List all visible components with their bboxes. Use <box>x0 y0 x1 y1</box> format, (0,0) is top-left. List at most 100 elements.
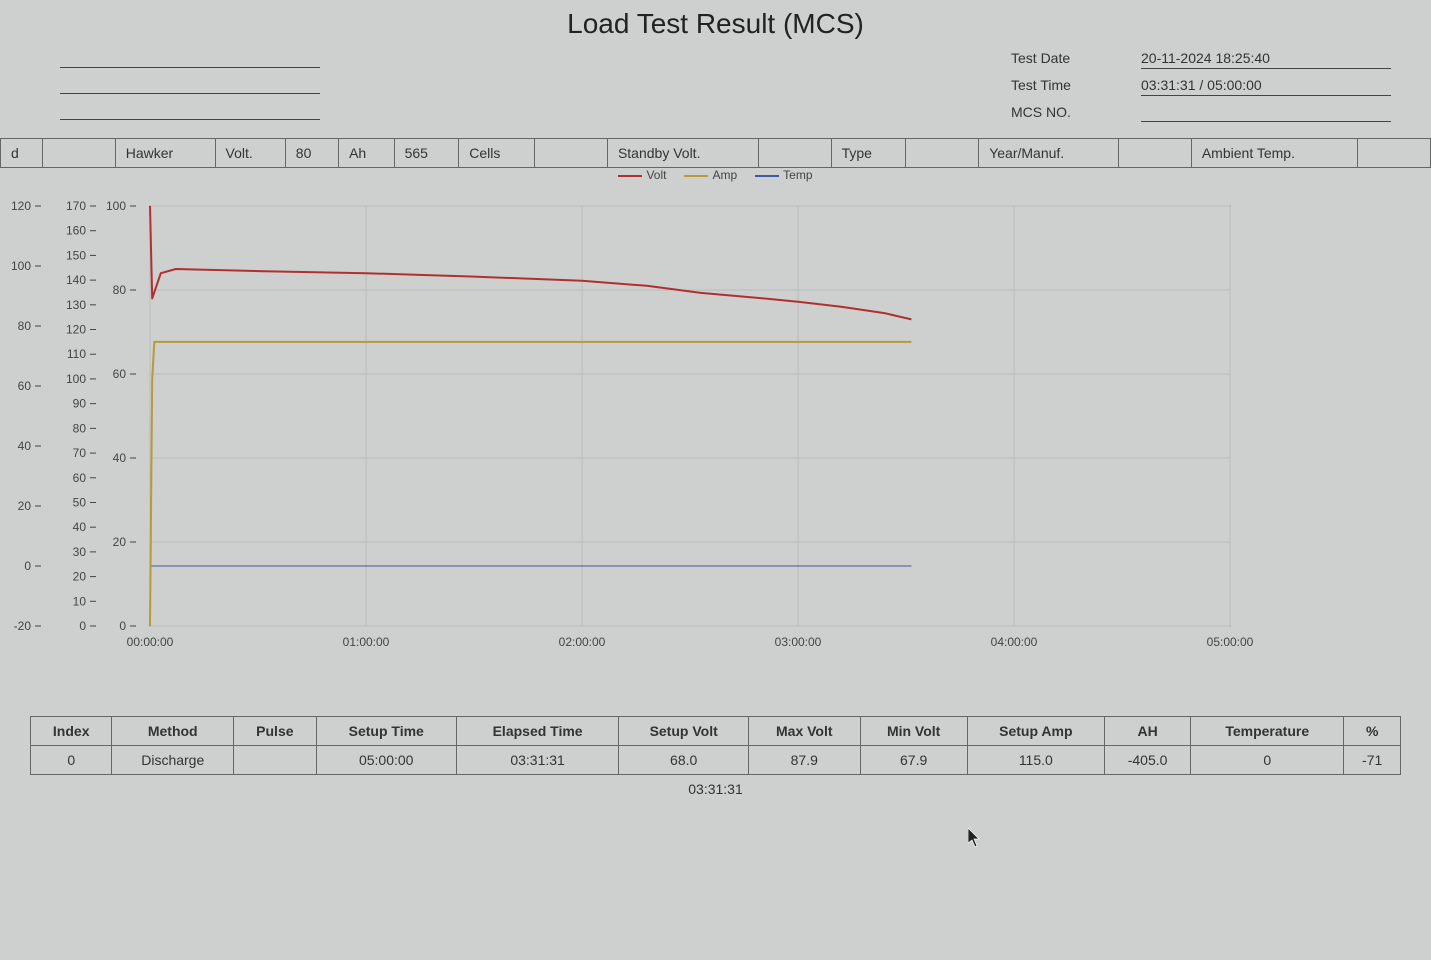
results-cell: 0 <box>1191 746 1344 775</box>
results-cell: 68.0 <box>619 746 748 775</box>
results-cell: -405.0 <box>1104 746 1190 775</box>
results-cell: 0 <box>31 746 112 775</box>
legend-swatch <box>755 175 779 177</box>
svg-text:160: 160 <box>66 224 86 238</box>
svg-text:80: 80 <box>18 319 32 333</box>
svg-text:0: 0 <box>24 559 31 573</box>
header-cell: Year/Manuf. <box>979 139 1119 168</box>
results-column-header: % <box>1344 717 1401 746</box>
svg-text:120: 120 <box>66 323 86 337</box>
mcs-no-value[interactable] <box>1141 104 1391 122</box>
svg-text:110: 110 <box>67 347 86 361</box>
results-column-header: Temperature <box>1191 717 1344 746</box>
page-title: Load Test Result (MCS) <box>0 0 1431 40</box>
results-column-header: Method <box>112 717 234 746</box>
header-cell: Standby Volt. <box>607 139 758 168</box>
meta-field-2[interactable] <box>60 76 320 94</box>
meta-field-3[interactable] <box>60 102 320 120</box>
svg-text:00:00:00: 00:00:00 <box>127 635 174 649</box>
results-table: IndexMethodPulseSetup TimeElapsed TimeSe… <box>30 716 1401 775</box>
svg-text:0: 0 <box>119 619 126 633</box>
results-section: IndexMethodPulseSetup TimeElapsed TimeSe… <box>0 676 1431 813</box>
mcs-no-label: MCS NO. <box>1011 104 1141 122</box>
svg-text:170: 170 <box>66 199 86 213</box>
svg-text:120: 120 <box>11 199 31 213</box>
results-cell: -71 <box>1344 746 1401 775</box>
legend-label: Amp <box>712 168 737 182</box>
header-cell: Hawker <box>115 139 215 168</box>
svg-text:80: 80 <box>113 283 127 297</box>
results-column-header: Pulse <box>234 717 317 746</box>
results-cell: Discharge <box>112 746 234 775</box>
svg-text:20: 20 <box>18 499 32 513</box>
header-cell: 80 <box>285 139 338 168</box>
svg-text:100: 100 <box>106 199 126 213</box>
svg-text:05:00:00: 05:00:00 <box>1207 635 1254 649</box>
svg-text:60: 60 <box>73 471 87 485</box>
legend-label: Volt <box>646 168 666 182</box>
svg-text:02:00:00: 02:00:00 <box>559 635 606 649</box>
svg-text:60: 60 <box>113 367 127 381</box>
header-info-table-wrap: dHawkerVolt.80Ah565CellsStandby Volt.Typ… <box>0 138 1431 168</box>
header-info-table: dHawkerVolt.80Ah565CellsStandby Volt.Typ… <box>0 138 1431 168</box>
results-cell: 03:31:31 <box>456 746 619 775</box>
results-cell: 67.9 <box>860 746 967 775</box>
header-cell: Cells <box>459 139 535 168</box>
svg-text:04:00:00: 04:00:00 <box>991 635 1038 649</box>
meta-field-1[interactable] <box>60 50 320 68</box>
results-column-header: Min Volt <box>860 717 967 746</box>
legend-item: Temp <box>755 168 812 182</box>
svg-text:70: 70 <box>73 446 87 460</box>
header-cell: 565 <box>394 139 459 168</box>
test-time-label: Test Time <box>1011 77 1141 96</box>
mouse-cursor-icon <box>968 828 982 848</box>
header-cell: Ambient Temp. <box>1191 139 1357 168</box>
header-cell <box>42 139 115 168</box>
table-row: 0Discharge05:00:0003:31:3168.087.967.911… <box>31 746 1401 775</box>
test-date-label: Test Date <box>1011 50 1141 69</box>
svg-text:140: 140 <box>66 273 86 287</box>
legend-item: Amp <box>684 168 737 182</box>
meta-right-grid: Test Date 20-11-2024 18:25:40 Test Time … <box>1011 50 1391 122</box>
svg-text:100: 100 <box>11 259 31 273</box>
header-cell <box>1358 139 1431 168</box>
legend-swatch <box>618 175 642 177</box>
results-column-header: Setup Volt <box>619 717 748 746</box>
svg-text:90: 90 <box>73 397 87 411</box>
legend-item: Volt <box>618 168 666 182</box>
header-cell: Volt. <box>215 139 285 168</box>
svg-text:40: 40 <box>73 520 87 534</box>
header-cell: Type <box>831 139 906 168</box>
svg-text:80: 80 <box>73 421 87 435</box>
footer-elapsed-time: 03:31:31 <box>30 775 1401 803</box>
svg-text:100: 100 <box>66 372 86 386</box>
results-column-header: Max Volt <box>748 717 860 746</box>
legend-swatch <box>684 175 708 177</box>
chart-area: 00:00:00 01:00:00 02:00:00 03:00:00 04:00:00… <box>0 196 1391 666</box>
svg-text:60: 60 <box>18 379 32 393</box>
svg-text:130: 130 <box>66 298 86 312</box>
svg-text:40: 40 <box>18 439 32 453</box>
legend-label: Temp <box>783 168 812 182</box>
svg-text:0: 0 <box>79 619 86 633</box>
test-date-value: 20-11-2024 18:25:40 <box>1141 50 1391 69</box>
header-cell: d <box>1 139 43 168</box>
svg-text:03:00:00: 03:00:00 <box>775 635 822 649</box>
svg-text:40: 40 <box>113 451 127 465</box>
svg-text:20: 20 <box>73 570 87 584</box>
svg-text:20: 20 <box>113 535 127 549</box>
svg-text:01:00:00: 01:00:00 <box>343 635 390 649</box>
svg-text:10: 10 <box>73 594 87 608</box>
results-column-header: AH <box>1104 717 1190 746</box>
results-column-header: Index <box>31 717 112 746</box>
results-cell: 87.9 <box>748 746 860 775</box>
svg-text:50: 50 <box>73 495 87 509</box>
load-test-chart: 00:00:00 01:00:00 02:00:00 03:00:00 04:00:00… <box>0 196 1260 666</box>
svg-text:-20: -20 <box>14 619 32 633</box>
svg-text:30: 30 <box>73 545 87 559</box>
meta-section: Test Date 20-11-2024 18:25:40 Test Time … <box>0 40 1431 138</box>
results-column-header: Elapsed Time <box>456 717 619 746</box>
header-cell <box>1119 139 1192 168</box>
meta-left-fields <box>60 50 320 120</box>
results-column-header: Setup Amp <box>967 717 1104 746</box>
